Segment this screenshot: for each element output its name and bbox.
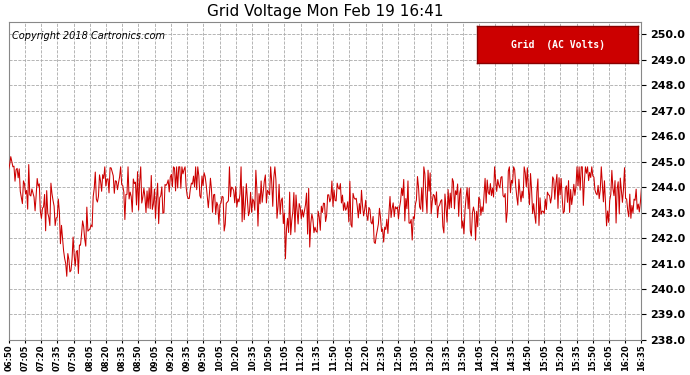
Text: Copyright 2018 Cartronics.com: Copyright 2018 Cartronics.com xyxy=(12,31,165,41)
Title: Grid Voltage Mon Feb 19 16:41: Grid Voltage Mon Feb 19 16:41 xyxy=(207,4,443,19)
